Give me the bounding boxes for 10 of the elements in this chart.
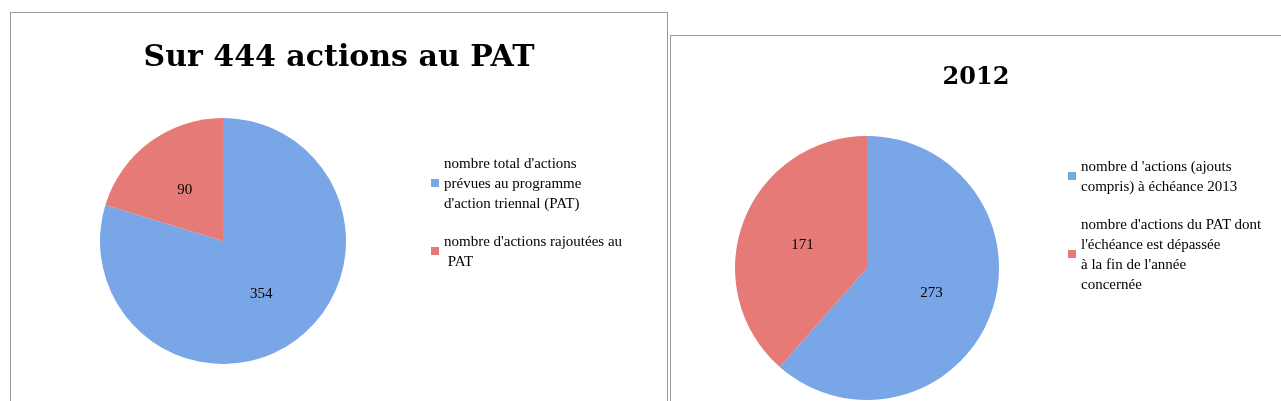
data-label: 171 <box>791 235 814 252</box>
chart-title: 2012 <box>942 60 1010 90</box>
data-label: 273 <box>920 284 943 301</box>
data-label: 354 <box>250 284 274 301</box>
data-label: 90 <box>177 181 193 198</box>
chart-title: Sur 444 actions au PAT <box>143 37 536 73</box>
legend-label: nombre d'actions du PAT dont l'échéance est dépassée à la fin de l'année concernée <box>1081 216 1265 292</box>
legend-label: nombre d 'actions (ajouts compris) à échéance 2013 <box>1081 158 1238 195</box>
legend-label: nombre d'actions rajoutées au PAT <box>444 233 623 269</box>
legend-label: nombre total d'actions prévues au programme d'action triennal (PAT) <box>444 155 586 212</box>
